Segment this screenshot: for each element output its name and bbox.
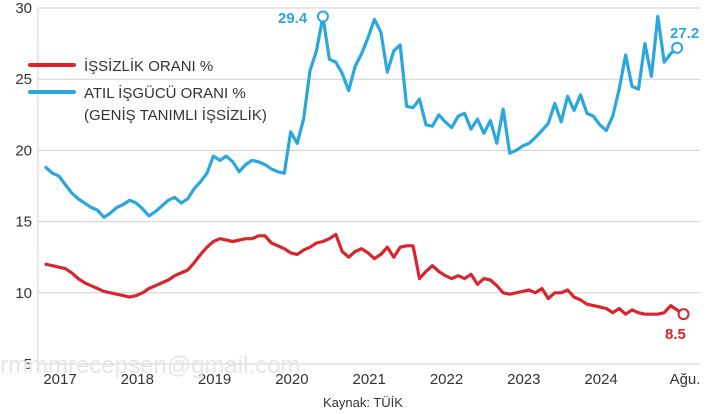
x-tick-label: 2018 — [121, 371, 154, 388]
x-tick-label: 2019 — [198, 371, 231, 388]
x-tick-label: 2021 — [353, 371, 386, 388]
y-tick-label: 5 — [24, 356, 32, 373]
x-tick-label: 2023 — [507, 371, 540, 388]
legend-label-underutilization-line2: (GENİŞ TANIMLI İŞSİZLİK) — [84, 106, 267, 124]
y-tick-label: 10 — [15, 285, 32, 302]
series-line-underutilization — [44, 14, 679, 219]
peak-label: 29.4 — [278, 10, 308, 27]
x-tick-label: Ağu. — [670, 371, 701, 388]
end-label-underutilization: 27.2 — [670, 25, 699, 42]
end-marker-underutilization — [671, 41, 684, 54]
legend-label-unemployment: İŞSİZLİK ORANI % — [84, 57, 213, 75]
y-tick-label: 15 — [15, 214, 32, 231]
peak-marker-underutilization — [316, 10, 329, 23]
y-tick-label: 25 — [15, 71, 32, 88]
watermark: rmmmrecepsen@gmail.com — [0, 352, 300, 379]
grid — [37, 7, 700, 365]
series-lines — [44, 14, 686, 316]
x-tick-label: 2017 — [43, 371, 76, 388]
y-tick-label: 30 — [15, 0, 32, 17]
end-markers — [316, 10, 690, 321]
x-tick-label: 2024 — [584, 371, 617, 388]
axis-labels: 5 10 15 20 25 30 2017 2018 2019 2020 2021 2022 2023 2… — [15, 0, 700, 388]
end-marker-unemployment — [677, 308, 690, 321]
source-note: Kaynak: TÜİK — [323, 395, 403, 410]
legend: İŞSİZLİK ORANI % ATIL İŞGÜCÜ ORANI % (GE… — [28, 57, 267, 124]
legend-label-underutilization: ATIL İŞGÜCÜ ORANI % — [84, 84, 246, 102]
x-tick-label: 2020 — [275, 371, 308, 388]
end-label-unemployment: 8.5 — [665, 326, 686, 343]
x-tick-label: 2022 — [430, 371, 463, 388]
series-line-unemployment — [44, 232, 686, 316]
y-tick-label: 20 — [15, 142, 32, 159]
